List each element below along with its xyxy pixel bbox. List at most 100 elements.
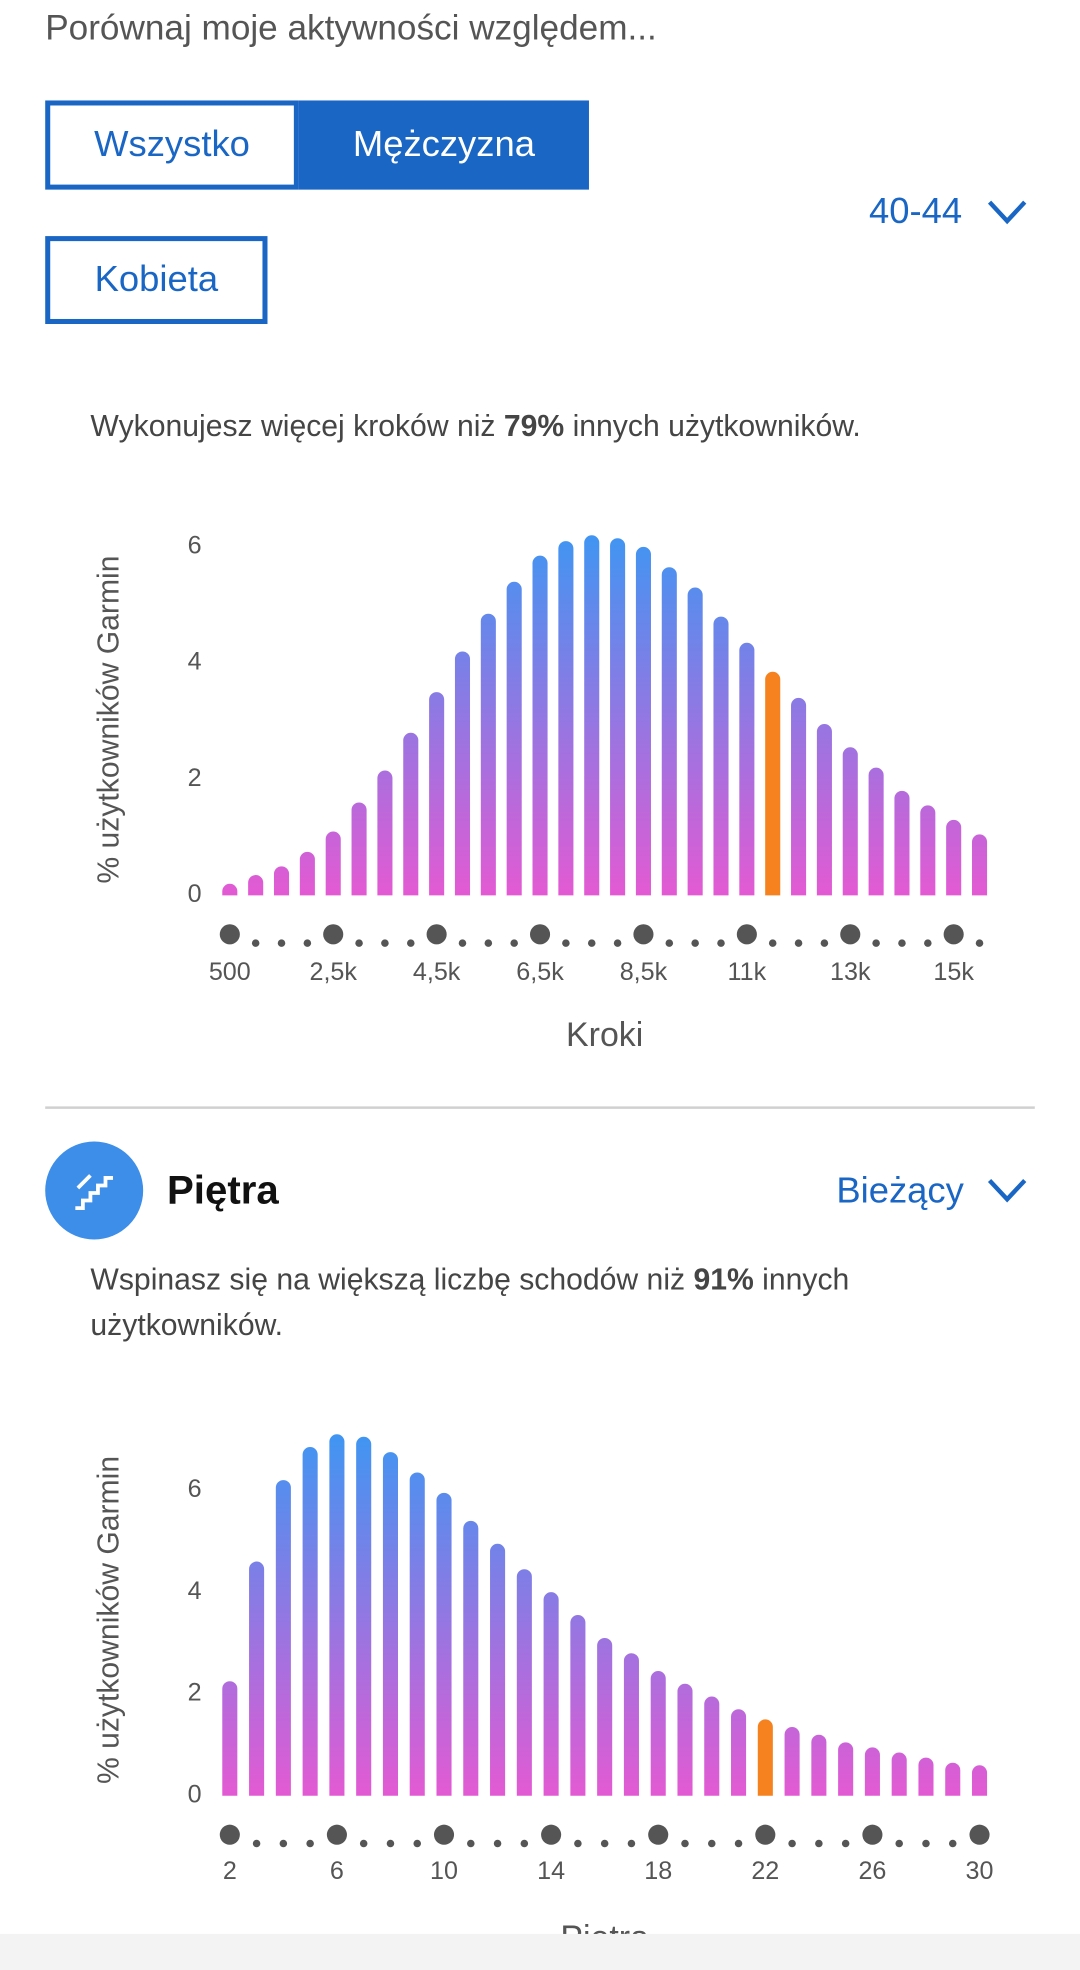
minor-dot — [510, 939, 518, 947]
bar — [299, 851, 315, 896]
x-tick-dot — [219, 924, 240, 945]
minor-dot — [407, 939, 415, 947]
dropdown-chevron[interactable] — [987, 200, 1027, 225]
bar — [454, 651, 471, 896]
minor-dot — [898, 939, 906, 947]
minor-dot — [627, 1839, 636, 1848]
y-tick-label: 2 — [188, 1679, 202, 1707]
x-tick-dot — [426, 924, 447, 945]
x-axis-label: Kroki — [566, 1016, 643, 1054]
bar — [429, 692, 445, 896]
age-dropdown[interactable]: 40-44 — [869, 190, 962, 231]
x-tick-label: 10 — [430, 1857, 458, 1885]
minor-dot — [562, 939, 570, 947]
bar — [222, 1681, 238, 1796]
steps-summary: Wykonujesz więcej kroków niż 79% innych … — [90, 404, 1044, 449]
y-tick-label: 6 — [188, 532, 202, 560]
summary-text: innych użytkowników. — [564, 409, 861, 444]
bar — [677, 1683, 693, 1796]
bar — [731, 1709, 747, 1796]
minor-dot — [841, 1839, 850, 1848]
x-tick-dot — [648, 1824, 669, 1845]
bar — [713, 616, 729, 896]
bar — [971, 834, 988, 896]
minor-dot — [467, 1839, 475, 1848]
minor-dot — [895, 1839, 903, 1848]
bar — [382, 1452, 398, 1796]
toggle-button[interactable] — [45, 100, 299, 190]
summary-percent: 91% — [693, 1263, 754, 1298]
toggle-label[interactable]: Wszystko — [94, 123, 250, 164]
bar — [816, 724, 832, 896]
minor-dot — [381, 939, 389, 947]
bar — [597, 1637, 613, 1796]
toggle-label[interactable]: Mężczyzna — [353, 123, 536, 164]
bar — [463, 1520, 479, 1796]
dropdown-chevron[interactable] — [987, 1178, 1027, 1203]
summary-percent: 79% — [503, 409, 565, 444]
minor-dot — [574, 1839, 582, 1848]
floors-chart: % użytkowników Garmin024626101418222630P… — [92, 1434, 993, 1957]
minor-dot — [252, 1839, 261, 1848]
bar — [403, 732, 419, 896]
x-tick-label: 8,5k — [620, 958, 668, 986]
bar — [757, 1719, 773, 1796]
x-tick-dot — [755, 1824, 776, 1845]
x-tick-label: 4,5k — [413, 958, 461, 986]
bar — [842, 747, 858, 896]
toggle-button[interactable] — [298, 100, 589, 190]
minor-dot — [413, 1839, 422, 1848]
period-dropdown[interactable]: Bieżący — [836, 1170, 964, 1211]
y-tick-label: 4 — [188, 648, 202, 676]
stairs-icon — [75, 1176, 114, 1210]
x-tick-label: 6,5k — [516, 958, 564, 986]
content: Porównaj moje aktywności względem... Wsz… — [0, 8, 1080, 1970]
y-tick-label: 6 — [188, 1475, 202, 1503]
minor-dot — [922, 1839, 930, 1848]
x-tick-dot — [736, 924, 757, 945]
bar — [356, 1436, 372, 1796]
minor-dot — [924, 939, 932, 947]
x-tick-label: 6 — [330, 1857, 344, 1885]
x-tick-dot — [969, 1824, 990, 1845]
bar — [704, 1696, 720, 1796]
bar — [249, 1561, 265, 1796]
toggle-label[interactable]: Kobieta — [95, 258, 219, 299]
bar — [480, 613, 496, 896]
x-tick-dot — [633, 924, 654, 945]
minor-dot — [975, 939, 984, 947]
minor-dot — [359, 1839, 368, 1848]
minor-dot — [794, 939, 803, 947]
section-title: Piętra — [167, 1168, 279, 1213]
minor-dot — [520, 1839, 529, 1848]
minor-dot — [708, 1839, 716, 1848]
minor-dot — [386, 1839, 395, 1848]
minor-dot — [815, 1839, 823, 1848]
minor-dot — [458, 939, 467, 947]
bar — [945, 1762, 961, 1796]
bar — [791, 697, 807, 896]
floors-summary: Wspinasz się na większą liczbę schodów n… — [90, 1258, 994, 1348]
toggle-button[interactable] — [45, 236, 268, 324]
minor-dot — [277, 939, 286, 947]
bar — [516, 1569, 532, 1796]
bar — [222, 883, 238, 896]
minor-dot — [484, 939, 493, 947]
bar — [377, 770, 393, 896]
minor-dot — [820, 939, 829, 947]
bottom-bar — [0, 1933, 1080, 1970]
x-tick-dot — [326, 1824, 347, 1845]
bar — [838, 1742, 854, 1796]
minor-dot — [251, 939, 260, 947]
bar — [864, 1747, 880, 1796]
minor-dot — [734, 1839, 743, 1848]
x-tick-dot — [840, 924, 861, 945]
bar — [436, 1492, 452, 1796]
minor-dot — [306, 1839, 314, 1848]
x-tick-dot — [943, 924, 964, 945]
bar — [891, 1752, 907, 1796]
stairs-arrow — [76, 1174, 92, 1190]
x-tick-label: 26 — [858, 1857, 886, 1885]
minor-dot — [717, 939, 725, 947]
